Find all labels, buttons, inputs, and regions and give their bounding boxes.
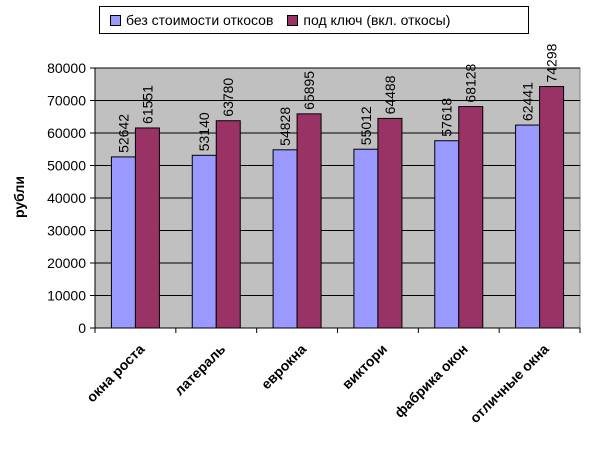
data-label-2: 65895 xyxy=(301,71,317,110)
bar-2 xyxy=(539,86,565,329)
bar-1 xyxy=(110,156,136,329)
y-tick-label: 40000 xyxy=(47,190,86,206)
data-label-1: 53140 xyxy=(196,112,212,151)
legend-item-series-2: под ключ (вкл. откосы) xyxy=(287,12,450,28)
bar-2 xyxy=(215,120,241,329)
y-tick-label: 80000 xyxy=(47,60,86,76)
data-label-1: 52642 xyxy=(115,114,131,153)
plot-area: 0 10000 20000 30000 40000 50000 60000 70000 8000… xyxy=(47,43,581,426)
y-tick-label: 70000 xyxy=(47,93,86,109)
data-label-1: 54828 xyxy=(277,107,293,146)
x-tick-label: латераль xyxy=(171,341,229,399)
data-label-2: 64488 xyxy=(382,75,398,114)
bar-1 xyxy=(515,124,541,329)
x-tick-label: еврокна xyxy=(258,341,310,393)
bar-2 xyxy=(296,113,322,329)
x-tick-label: окна роста xyxy=(83,341,148,406)
data-label-2: 63780 xyxy=(220,78,236,117)
data-label-1: 57618 xyxy=(439,98,455,137)
y-tick-label: 20000 xyxy=(47,255,86,271)
y-tick-label: 10000 xyxy=(47,288,86,304)
bar-2 xyxy=(377,117,403,329)
y-tick-label: 0 xyxy=(78,320,86,336)
bar-2 xyxy=(458,106,484,329)
bar-2 xyxy=(134,127,160,329)
x-tick-label: отличные окна xyxy=(467,341,552,426)
y-axis-label: рубли xyxy=(11,176,27,218)
data-label-2: 61551 xyxy=(139,85,155,124)
y-tick-label: 60000 xyxy=(47,125,86,141)
chart-legend: без стоимости откосов под ключ (вкл. отк… xyxy=(99,6,529,34)
x-tick-label: виктори xyxy=(339,341,390,392)
bar-1 xyxy=(434,140,460,329)
legend-item-series-1: без стоимости откосов xyxy=(110,12,273,28)
data-label-2: 74298 xyxy=(544,43,560,82)
data-label-2: 68128 xyxy=(463,63,479,102)
y-tick-label: 30000 xyxy=(47,223,86,239)
legend-swatch-series-1 xyxy=(110,14,121,26)
bar-1 xyxy=(272,149,298,329)
legend-label-series-1: без стоимости откосов xyxy=(126,12,274,28)
data-label-1: 55012 xyxy=(358,106,374,145)
bar-1 xyxy=(191,154,217,329)
legend-swatch-series-2 xyxy=(287,14,299,26)
y-tick-label: 50000 xyxy=(47,158,86,174)
x-tick-label: фабрика окон xyxy=(391,341,471,421)
bar-1 xyxy=(353,148,379,329)
legend-label-series-2: под ключ (вкл. откосы) xyxy=(303,12,451,28)
data-label-1: 62441 xyxy=(520,82,536,121)
